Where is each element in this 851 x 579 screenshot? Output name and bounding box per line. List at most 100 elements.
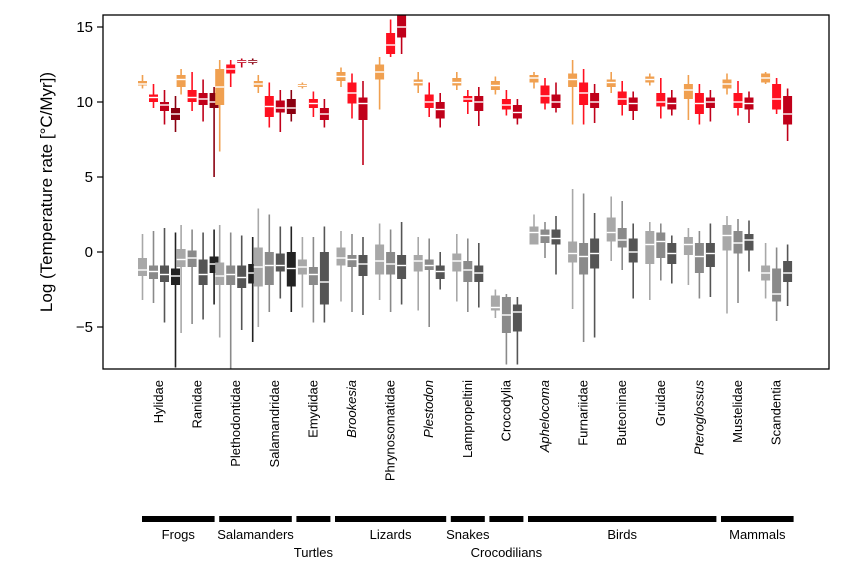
box-upper-4-3-iqr [276, 101, 285, 113]
box-upper-11-2 [541, 78, 550, 110]
box-upper-16-2-iqr [734, 93, 743, 108]
box-upper-1-2 [149, 84, 158, 108]
box-upper-2-2-iqr [188, 90, 197, 102]
box-lower-9-1 [452, 234, 461, 302]
box-upper-11-2-iqr [541, 86, 550, 104]
boxes-layer [138, 15, 792, 369]
x-category-label: Ranidae [190, 380, 205, 428]
box-lower-4-3-iqr [276, 254, 285, 272]
box-upper-10-2 [502, 90, 511, 116]
box-upper-6-3-iqr [359, 98, 368, 121]
box-upper-15-3-iqr [706, 98, 715, 109]
group-bar [721, 516, 794, 522]
box-lower-16-2 [734, 219, 743, 303]
box-lower-15-2 [695, 231, 704, 299]
x-category-label: Buteoninae [614, 380, 629, 446]
x-category-label: Salamandridae [267, 380, 282, 467]
group-bar [142, 516, 215, 522]
y-tick-label: 5 [85, 169, 93, 186]
box-upper-7-2-iqr [386, 33, 395, 54]
x-category-label: Phrynosomatidae [383, 380, 398, 481]
y-tick-label: 10 [76, 94, 93, 111]
box-upper-15-1 [684, 75, 693, 120]
box-upper-9-1 [452, 72, 461, 90]
box-lower-1-3 [160, 228, 169, 323]
group-label: Crocodilians [471, 545, 543, 560]
y-tick-label: 15 [76, 19, 93, 36]
box-lower-15-2-iqr [695, 243, 704, 273]
box-upper-4-3 [276, 90, 285, 132]
box-upper-16-1 [723, 74, 732, 95]
box-lower-13-3-iqr [629, 239, 638, 263]
box-upper-1-1-iqr [138, 81, 147, 86]
box-lower-6-3-iqr [359, 255, 368, 276]
box-upper-2-3 [199, 80, 208, 122]
group-bar [489, 516, 523, 522]
box-upper-8-1 [414, 72, 423, 93]
x-category-label: Lampropeltini [460, 380, 475, 458]
box-lower-14-1 [645, 222, 654, 300]
box-upper-12-1 [568, 60, 577, 125]
box-upper-4-1 [254, 75, 263, 93]
box-lower-2-2-iqr [188, 251, 197, 268]
box-upper-9-3-iqr [474, 96, 483, 111]
box-upper-3-3 [237, 59, 246, 68]
box-lower-12-2-iqr [579, 243, 588, 275]
box-upper-15-3 [706, 90, 715, 122]
box-lower-5-3 [320, 227, 329, 323]
box-lower-6-1-iqr [337, 248, 346, 266]
box-lower-9-2-iqr [463, 261, 472, 282]
box-lower-2-3 [199, 233, 208, 320]
box-lower-2-2 [188, 230, 197, 325]
x-category-label: Crocodylia [498, 379, 513, 441]
box-lower-13-3 [629, 224, 638, 299]
box-lower-17-3-iqr [783, 261, 792, 282]
x-category-label: Emydidae [305, 380, 320, 438]
box-upper-16-3 [745, 92, 754, 124]
box-lower-11-2-iqr [541, 230, 550, 244]
box-lower-8-2 [425, 239, 434, 328]
box-upper-4-2 [265, 83, 274, 128]
box-upper-5-3 [320, 99, 329, 128]
box-lower-14-2-iqr [656, 233, 665, 259]
x-axis-category-labels: Hylidae Ranidae Plethodontidae Salamandrida… [151, 379, 784, 481]
box-upper-11-1-iqr [530, 75, 539, 83]
box-lower-12-1 [568, 189, 577, 309]
box-upper-11-3-iqr [552, 95, 561, 109]
box-lower-5-2-iqr [309, 267, 318, 285]
box-lower-1-1 [138, 234, 147, 300]
box-lower-7-2 [386, 230, 395, 313]
box-lower-6-2 [348, 234, 357, 312]
box-lower-4-2 [265, 215, 274, 313]
box-lower-4-3 [276, 227, 285, 299]
box-upper-13-1-iqr [607, 80, 616, 88]
box-lower-3-3 [237, 236, 246, 331]
group-label: Salamanders [217, 527, 294, 542]
box-upper-1-3 [160, 90, 169, 125]
group-bar [335, 516, 446, 522]
plot-frame [103, 15, 829, 369]
box-upper-6-3 [359, 81, 368, 165]
box-upper-11-3 [552, 83, 561, 113]
box-lower-7-2-iqr [386, 252, 395, 275]
box-upper-5-1 [298, 83, 307, 89]
x-category-label: Pteroglossus [691, 380, 706, 456]
y-axis-label: Log (Temperature rate [°C/Myr]) [37, 72, 56, 312]
x-category-label: Plestodon [421, 380, 436, 438]
box-lower-16-1-iqr [723, 225, 732, 251]
box-lower-3-1-iqr [215, 263, 224, 286]
box-lower-2-1-iqr [177, 249, 186, 267]
box-lower-8-2-iqr [425, 260, 434, 271]
box-lower-1-1-iqr [138, 258, 147, 276]
box-lower-17-2 [772, 248, 781, 322]
box-upper-8-3-iqr [436, 102, 445, 119]
box-upper-9-3 [474, 87, 483, 126]
box-upper-10-3 [513, 99, 522, 125]
box-upper-12-2 [579, 69, 588, 125]
box-upper-4-4 [287, 90, 296, 122]
box-upper-2-2 [188, 72, 197, 111]
box-lower-10-1 [491, 290, 500, 319]
group-bar [219, 516, 292, 522]
box-upper-8-3 [436, 93, 445, 128]
